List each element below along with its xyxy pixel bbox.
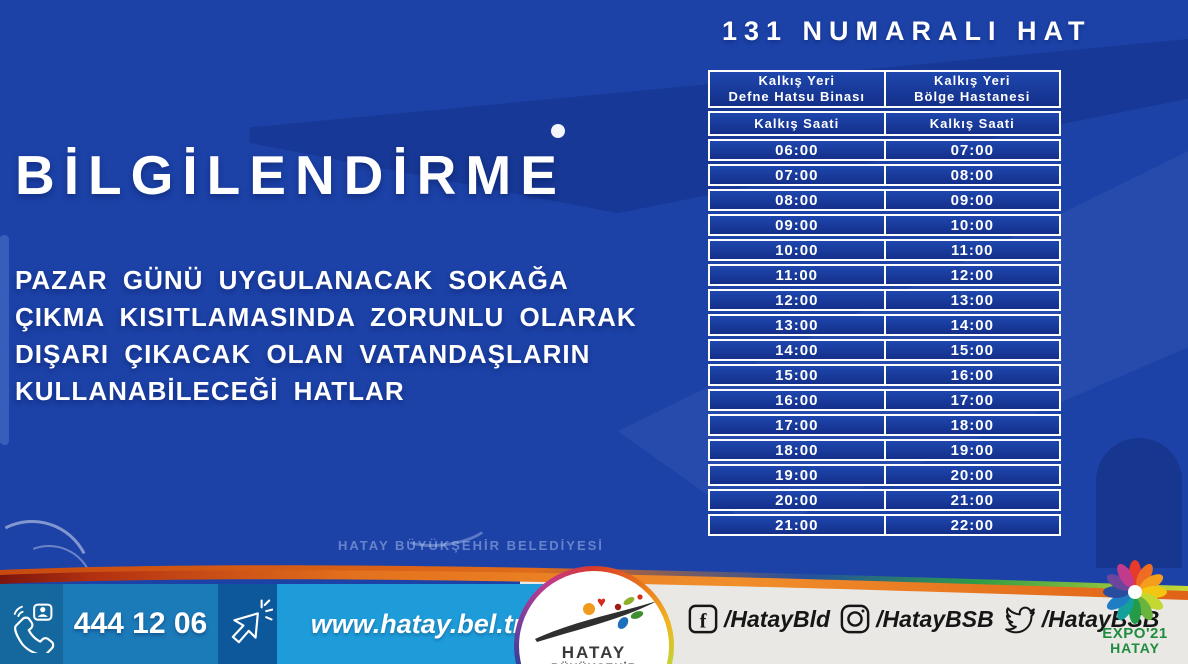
departure-time-cell: 14:00: [950, 316, 994, 334]
logo-inner-circle: ♥ HATAY BÜYÜKŞEHİR BELEDİYESİ: [519, 571, 669, 664]
svg-text:f: f: [700, 610, 708, 632]
departure-time-cell: 19:00: [950, 441, 994, 459]
facebook-icon: f: [688, 604, 718, 634]
footer-gray-panel: [520, 574, 1188, 664]
logo-line: HATAY: [561, 643, 627, 662]
departure-time-cell: 13:00: [710, 316, 886, 334]
timetable-row: 13:00 14:00: [708, 314, 1061, 336]
timetable-row: 20:00 21:00: [708, 489, 1061, 511]
timetable-row: 08:00 09:00: [708, 189, 1061, 211]
departure-time-cell: 09:00: [710, 216, 886, 234]
facebook-handle: /HatayBld: [724, 605, 831, 632]
timetable-row: 10:00 11:00: [708, 239, 1061, 261]
expo-line: HATAY: [1110, 640, 1160, 656]
departure-time-cell: 22:00: [950, 516, 994, 534]
departure-time-cell: 11:00: [950, 241, 994, 259]
info-line: PAZAR GÜNÜ UYGULANACAK SOKAĞA: [15, 265, 569, 295]
departure-time-cell: 21:00: [950, 491, 994, 509]
info-line: ÇIKMA KISITLAMASINDA ZORUNLU OLARAK: [15, 302, 637, 332]
departure-time-cell: 08:00: [710, 191, 886, 209]
svg-text:♥: ♥: [597, 594, 606, 611]
departure-time-cell: 14:00: [710, 341, 886, 359]
departure-time-cell: 17:00: [710, 416, 886, 434]
logo-wordmark: HATAY BÜYÜKŞEHİR BELEDİYESİ: [519, 643, 669, 664]
timetable-body: 06:00 07:00 07:00 08:00 08:00 09:00 09:00 10:00…: [708, 139, 1061, 536]
departure-time-cell: 20:00: [950, 466, 994, 484]
info-line: KULLANABİLECEĞİ HATLAR: [15, 376, 405, 406]
subheader-cell: Kalkış Saati: [710, 113, 886, 134]
departure-time-cell: 21:00: [710, 516, 886, 534]
timetable-header-row: Kalkış Yeri Defne Hatsu Binası Kalkış Ye…: [708, 70, 1061, 108]
info-line: DIŞARI ÇIKACAK OLAN VATANDAŞLARIN: [15, 339, 591, 369]
header-label: Kalkış Yeri: [758, 73, 836, 88]
departure-time-cell: 16:00: [710, 391, 886, 409]
departure-time-cell: 13:00: [950, 291, 994, 309]
departure-time-cell: 10:00: [950, 216, 994, 234]
departure-time-cell: 12:00: [710, 291, 886, 309]
timetable-row: 14:00 15:00: [708, 339, 1061, 361]
timetable-row: 09:00 10:00: [708, 214, 1061, 236]
click-cursor-icon: [231, 599, 273, 644]
departure-time-cell: 20:00: [710, 491, 886, 509]
bus-image-wheel-arch: [1096, 438, 1182, 568]
instagram-icon: [840, 604, 870, 634]
timetable-row: 17:00 18:00: [708, 414, 1061, 436]
expo-line: EXPO'21: [1102, 625, 1168, 642]
expo21-flower-icon: [1103, 560, 1167, 624]
timetable-row: 12:00 13:00: [708, 289, 1061, 311]
bus-image-left-edge: [0, 235, 9, 445]
header-label: Bölge Hastanesi: [914, 89, 1031, 104]
departure-time-cell: 08:00: [950, 166, 994, 184]
departure-time-cell: 09:00: [950, 191, 994, 209]
departure-time-cell: 19:00: [710, 466, 886, 484]
instagram-handle: /HatayBSB: [876, 605, 994, 632]
cursor-box: [218, 584, 277, 664]
logo-swoosh-icon: ♥: [535, 594, 657, 642]
departure-time-cell: 11:00: [710, 266, 886, 284]
route-title: 131 NUMARALI HAT: [722, 16, 1092, 46]
timetable-row: 19:00 20:00: [708, 464, 1061, 486]
header-label: Defne Hatsu Binası: [728, 89, 865, 104]
phone-box: [0, 584, 63, 664]
departure-time-cell: 07:00: [950, 141, 994, 159]
departure-time-cell: 06:00: [710, 141, 886, 159]
departure-time-cell: 15:00: [950, 341, 994, 359]
info-paragraph: PAZAR GÜNÜ UYGULANACAK SOKAĞA ÇIKMA KISI…: [15, 262, 637, 410]
timetable-row: 11:00 12:00: [708, 264, 1061, 286]
timetable-row: 18:00 19:00: [708, 439, 1061, 461]
call-center-icon: [13, 603, 54, 653]
bus-image-light-dot: [551, 124, 565, 138]
timetable-row: 15:00 16:00: [708, 364, 1061, 386]
twitter-icon: [1004, 606, 1035, 634]
social-media-row: f /HatayBld /HatayBSB /HatayBSB: [688, 602, 1169, 636]
timetable-row: 06:00 07:00: [708, 139, 1061, 161]
expo21-wordmark: EXPO'21 HATAY: [1083, 626, 1187, 656]
departure-time-cell: 17:00: [950, 391, 994, 409]
bus-image-brand-text: HATAY BÜYÜKŞEHİR BELEDİYESİ: [338, 538, 604, 553]
ribbon-band-bottom: [0, 570, 1188, 600]
page-title: BİLGİLENDİRME: [15, 144, 566, 206]
departure-time-cell: 12:00: [950, 266, 994, 284]
departure-time-cell: 15:00: [710, 366, 886, 384]
departure-time-cell: 18:00: [950, 416, 994, 434]
timetable-subheader-row: Kalkış Saati Kalkış Saati: [708, 111, 1061, 136]
website-url: www.hatay.bel.tr: [277, 584, 557, 664]
departure-time-cell: 16:00: [950, 366, 994, 384]
phone-number: 444 12 06: [63, 584, 218, 664]
subheader-cell: Kalkış Saati: [929, 116, 1015, 131]
bus-image-logo-swoosh: [398, 505, 492, 553]
column-header-origin-1: Kalkış Yeri Defne Hatsu Binası: [710, 72, 886, 106]
timetable-row: 16:00 17:00: [708, 389, 1061, 411]
timetable-row: 07:00 08:00: [708, 164, 1061, 186]
departure-time-cell: 18:00: [710, 441, 886, 459]
timetable-row: 21:00 22:00: [708, 514, 1061, 536]
header-label: Kalkış Yeri: [933, 73, 1011, 88]
timetable: Kalkış Yeri Defne Hatsu Binası Kalkış Ye…: [708, 70, 1061, 536]
departure-time-cell: 10:00: [710, 241, 886, 259]
departure-time-cell: 07:00: [710, 166, 886, 184]
column-header-origin-2: Kalkış Yeri Bölge Hastanesi: [886, 72, 1060, 106]
